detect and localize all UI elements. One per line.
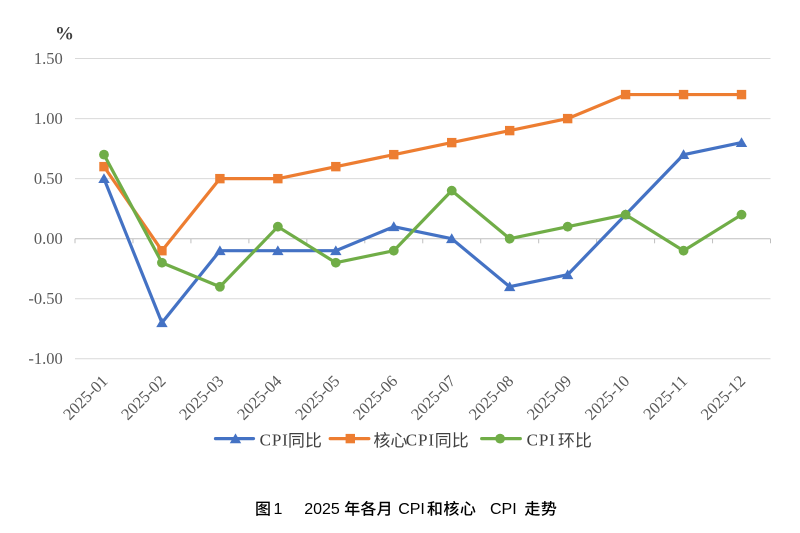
svg-text:1.50: 1.50 xyxy=(34,49,63,68)
svg-text:CPI: CPI xyxy=(398,501,425,518)
svg-text:-0.50: -0.50 xyxy=(28,289,62,308)
svg-text:CPI: CPI xyxy=(406,430,435,449)
svg-text:2025: 2025 xyxy=(304,501,340,518)
svg-text:-1.00: -1.00 xyxy=(28,349,62,368)
svg-text:CPI: CPI xyxy=(260,430,289,449)
svg-text:%: % xyxy=(55,24,74,45)
svg-text:0.50: 0.50 xyxy=(34,169,63,188)
svg-text:1.00: 1.00 xyxy=(34,109,63,128)
svg-text:1: 1 xyxy=(274,501,283,518)
svg-text:CPI: CPI xyxy=(490,501,517,518)
svg-text:CPI: CPI xyxy=(527,430,556,449)
svg-text:0.00: 0.00 xyxy=(34,229,63,248)
